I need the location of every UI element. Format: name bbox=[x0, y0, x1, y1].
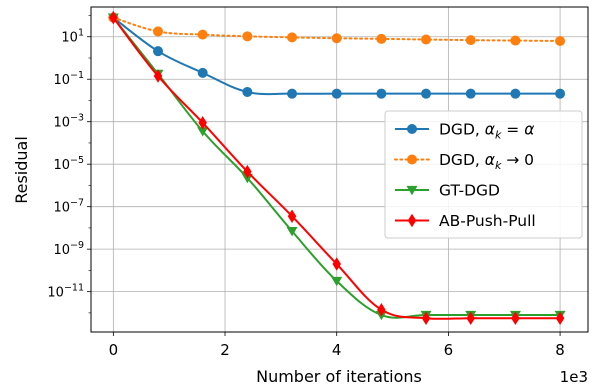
y-tick-label-base: 10 bbox=[53, 73, 70, 88]
data-point bbox=[153, 69, 163, 83]
legend-label-text: DGD, bbox=[439, 151, 485, 169]
legend-label-text: GT-DGD bbox=[439, 182, 500, 200]
y-tick-label-exp: −3 bbox=[70, 113, 84, 124]
y-tick-label-base: 10 bbox=[53, 116, 70, 131]
data-point bbox=[376, 88, 387, 99]
data-point bbox=[331, 33, 342, 44]
legend-marker bbox=[407, 154, 417, 165]
data-point bbox=[198, 116, 207, 130]
legend-label-text: DGD, bbox=[439, 121, 485, 139]
y-tick-label-exp: −11 bbox=[64, 283, 84, 294]
legend-entry: DGD, αk = α bbox=[395, 121, 534, 142]
y-axis-label: Residual bbox=[12, 136, 31, 204]
data-point bbox=[197, 29, 208, 40]
legend-marker bbox=[407, 213, 417, 228]
y-tick-label: 10−3 bbox=[53, 113, 84, 131]
y-tick-label: 10−5 bbox=[53, 155, 84, 173]
data-point bbox=[243, 164, 252, 179]
y-tick-label: 10−1 bbox=[53, 70, 84, 88]
series-line bbox=[112, 16, 562, 42]
y-tick-label: 10−11 bbox=[47, 283, 84, 301]
data-point bbox=[109, 10, 118, 25]
data-point bbox=[241, 173, 253, 184]
data-point bbox=[331, 276, 343, 287]
data-point bbox=[287, 88, 298, 99]
data-point bbox=[510, 88, 521, 99]
data-point bbox=[510, 35, 521, 46]
data-point bbox=[197, 67, 208, 78]
data-point bbox=[242, 86, 253, 97]
data-point bbox=[287, 32, 298, 43]
y-tick-label-base: 10 bbox=[53, 201, 70, 216]
x-axis-label: Number of iterations bbox=[256, 367, 422, 385]
x-tick-label: 8 bbox=[555, 341, 565, 359]
data-point bbox=[331, 88, 342, 99]
legend-label-text: → 0 bbox=[501, 151, 534, 169]
y-tick-label-exp: −9 bbox=[70, 240, 84, 251]
x-tick-label: 6 bbox=[444, 341, 454, 359]
data-point bbox=[465, 88, 476, 99]
y-tick-label-exp: −7 bbox=[70, 198, 84, 209]
data-point bbox=[555, 311, 565, 325]
y-tick-label-base: 10 bbox=[47, 286, 64, 301]
x-tick-label: 0 bbox=[109, 341, 119, 359]
legend-entry: DGD, αk → 0 bbox=[394, 151, 534, 172]
y-tick-label: 101 bbox=[61, 28, 84, 46]
data-point bbox=[153, 46, 164, 57]
legend-label-symbol: α bbox=[485, 151, 495, 169]
data-point bbox=[377, 302, 386, 317]
series-line bbox=[112, 17, 561, 320]
y-tick-label: 10−7 bbox=[53, 198, 84, 216]
data-point bbox=[421, 311, 431, 325]
legend-label: AB-Push-Pull bbox=[439, 212, 536, 230]
series-line bbox=[112, 16, 561, 319]
y-tick-label-base: 10 bbox=[53, 243, 70, 258]
y-tick-label-base: 10 bbox=[53, 158, 70, 173]
legend-marker bbox=[407, 124, 417, 134]
data-point bbox=[555, 35, 566, 46]
legend-label: DGD, αk → 0 bbox=[439, 151, 534, 172]
data-point bbox=[466, 311, 475, 325]
y-tick-label-exp: −1 bbox=[70, 70, 84, 81]
legend-label-text: AB-Push-Pull bbox=[439, 212, 536, 230]
legend-entry: GT-DGD bbox=[395, 182, 500, 200]
y-tick-label: 10−9 bbox=[53, 240, 84, 258]
data-point bbox=[421, 88, 432, 99]
legend-label-subscript: k bbox=[495, 159, 502, 172]
y-tick-label-exp: −5 bbox=[70, 155, 84, 166]
data-point bbox=[286, 226, 298, 237]
data-point bbox=[153, 26, 164, 37]
data-point bbox=[555, 88, 566, 99]
x-offset-label: 1e3 bbox=[560, 368, 588, 385]
y-tick-label-exp: 1 bbox=[78, 28, 84, 39]
data-point bbox=[465, 35, 476, 46]
y-tick-label-base: 10 bbox=[61, 31, 78, 46]
data-point bbox=[197, 127, 209, 137]
data-point bbox=[332, 257, 341, 271]
series-3 bbox=[109, 10, 565, 325]
legend-label-text: = bbox=[501, 121, 524, 139]
data-point bbox=[511, 311, 520, 325]
x-tick-label: 2 bbox=[220, 341, 230, 359]
series-1 bbox=[108, 12, 566, 46]
legend-label-symbol: α bbox=[485, 121, 495, 139]
legend-marker bbox=[406, 185, 418, 196]
legend-frame bbox=[384, 110, 583, 239]
data-point bbox=[376, 33, 387, 44]
legend-label-subscript: k bbox=[495, 129, 502, 142]
legend-entry: AB-Push-Pull bbox=[395, 212, 536, 230]
series-layer bbox=[107, 10, 566, 325]
data-point bbox=[421, 34, 432, 45]
legend-label: GT-DGD bbox=[439, 182, 500, 200]
plot-frame bbox=[90, 6, 589, 333]
legend-label: DGD, αk = α bbox=[439, 121, 534, 142]
legend-label-symbol: α bbox=[524, 121, 534, 139]
data-point bbox=[242, 31, 253, 42]
x-tick-label: 4 bbox=[332, 341, 342, 359]
data-point bbox=[287, 209, 297, 223]
